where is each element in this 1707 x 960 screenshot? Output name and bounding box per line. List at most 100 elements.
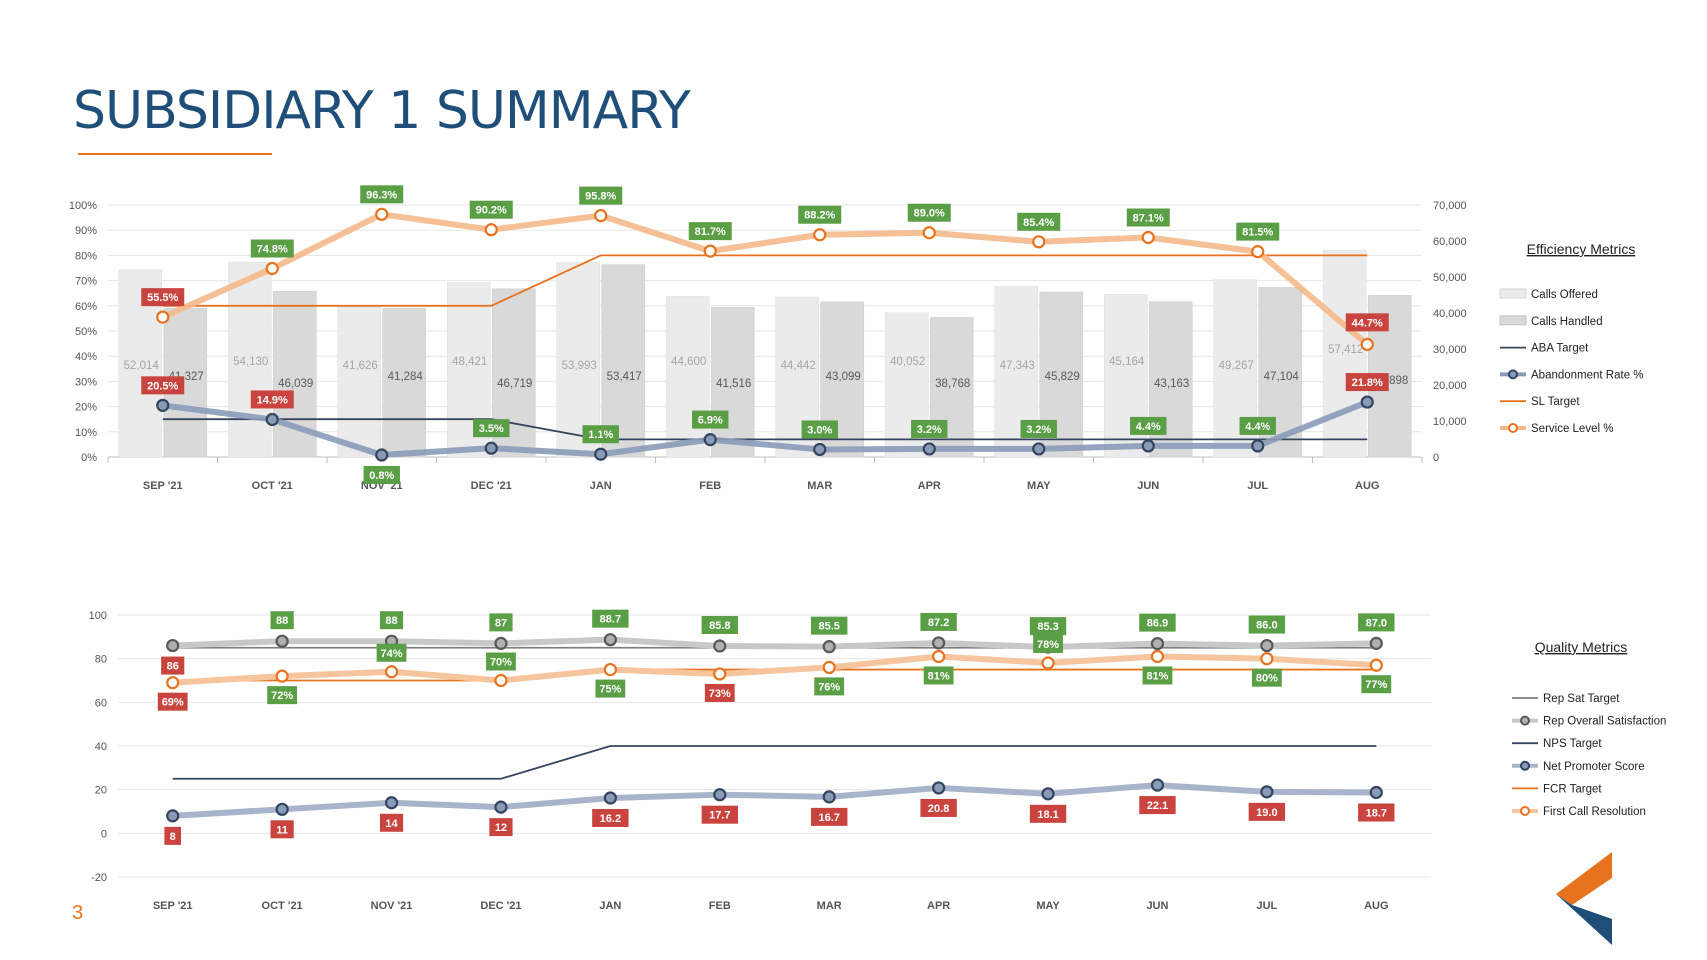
x-tick-label: FEB [699,480,721,492]
fcr-label-box [486,652,516,671]
fcr-label: 75% [595,679,626,698]
x-tick-label: JUN [1146,900,1168,912]
rep-satisfaction-label-text: 88 [276,615,288,627]
legend-marker [1508,369,1518,380]
service-level-label-text: 74.8% [257,244,288,256]
fcr-label-text: 74% [381,648,403,660]
calls-offered-label: 53,993 [562,360,597,372]
fcr-label-text: 69% [162,697,184,709]
rep-satisfaction-label-box [379,611,404,630]
nps-label-box [592,808,629,827]
nps-label: 18.7 [1358,803,1395,822]
rep-overall-satisfaction-point [822,640,836,654]
fcr-label-text: 78% [1037,639,1059,651]
calls-handled-label: 46,039 [278,378,313,390]
abandonment-rate-label: 3.5% [473,419,510,438]
net-promoter-score-point [822,790,836,804]
calls-offered-label: 57,412 [1328,344,1363,356]
x-tick-label: AUG [1364,900,1388,912]
rep-overall-satisfaction-line [172,636,1377,651]
rep-satisfaction-label: 85.8 [701,616,738,635]
abandonment-rate-point [1141,439,1155,453]
calls-handled-label: 43,163 [1154,378,1189,390]
service-level-point [1360,337,1374,351]
abandonment-rate-point [1251,439,1265,453]
abandonment-rate-label-box [801,420,838,439]
fcr-label-text: 81% [1146,670,1168,682]
nps-label: 22.1 [1139,796,1176,815]
first-call-resolution-point [1041,656,1055,670]
abandonment-rate-point [375,448,389,462]
rep-satisfaction-label-box [1358,613,1395,632]
x-tick-label: AUG [1355,480,1379,492]
nps-label-text: 8 [170,831,176,843]
nps-label-box [1139,796,1176,815]
x-tick-label: APR [927,900,950,912]
x-tick-label: DEC '21 [480,900,521,912]
x-tick-label: JAN [599,900,621,912]
abandonment-rate-label: 0.8% [363,465,400,484]
abandonment-rate-label-text: 4.4% [1136,421,1161,433]
x-tick-label: SEP '21 [143,480,183,492]
calls-offered-label: 49,267 [1219,360,1254,372]
page-title: SUBSIDIARY 1 SUMMARY [73,81,691,141]
fcr-label: 78% [1033,635,1063,654]
bar-calls-handled [382,308,427,458]
legend-label: FCR Target [1543,783,1602,795]
rep-satisfaction-label-box [161,656,185,675]
fcr-label-text: 75% [599,684,621,696]
legend-label: Calls Handled [1531,316,1603,328]
y-left-tick: 30% [75,376,97,388]
x-tick-label: NOV '21 [371,900,413,912]
y-tick: 80 [95,654,107,666]
rep-satisfaction-label: 86.0 [1248,615,1286,634]
service-level-label-box [360,185,404,204]
fcr-label-box [923,666,954,685]
calls-offered-label: 52,014 [124,360,160,372]
net-promoter-score-point [275,802,289,816]
efficiency-metrics-chart: 0% 10% 20% 30% 40% 50% 60% 70% 80% 90% 100% 0 10,000… [69,185,1644,492]
nps-label-text: 22.1 [1147,800,1168,812]
service-level-label: 88.2% [798,205,842,224]
calls-offered-label: 44,600 [671,356,706,368]
nps-label: 12 [489,818,513,837]
rep-satisfaction-label: 87.2 [920,612,957,631]
x-tick-label: MAR [807,480,832,492]
first-call-resolution-line [172,653,1377,686]
abandonment-rate-label: 3.2% [911,419,948,438]
y-tick: 0 [101,828,107,840]
legend-label: Net Promoter Score [1543,761,1645,773]
abandonment-rate-label-box [911,419,948,438]
abandonment-rate-label-text: 1.1% [588,429,613,441]
legend-item-nps-target: NPS Target [1512,738,1602,750]
service-level-label-text: 85.4% [1023,217,1054,229]
rep-satisfaction-label-text: 85.5 [818,621,839,633]
nps-label-box [811,807,848,826]
rep-satisfaction-label-text: 86 [167,661,179,673]
service-level-label: 89.0% [907,203,951,222]
service-level-point [594,208,608,223]
nps-label-box [920,798,957,817]
fcr-label: 72% [267,686,298,705]
y-tick: 40 [95,741,107,753]
abandonment-rate-label-text: 14.9% [257,394,288,406]
y-right-tick: 20,000 [1433,380,1467,392]
fcr-label-box [267,686,298,705]
fcr-label-box [704,683,735,702]
abandonment-rate-point [1032,442,1046,456]
rep-satisfaction-label: 85.5 [811,616,848,635]
nps-target-line [172,745,1377,780]
legend-label: Calls Offered [1531,289,1598,301]
bar-calls-offered [1322,250,1367,458]
nps-label: 18.1 [1029,804,1067,823]
abandonment-rate-label-text: 6.9% [698,415,723,427]
rep-satisfaction-label-text: 87.2 [928,617,949,629]
abandonment-rate-label-text: 3.5% [479,423,504,435]
service-level-label-text: 44.7% [1352,317,1383,329]
abandonment-rate-label-box [141,376,185,395]
service-level-point [922,226,936,240]
legend-item-first-call-resolution: First Call Resolution [1512,806,1646,818]
fcr-label-text: 73% [709,688,731,700]
fcr-label-text: 77% [1365,679,1387,691]
nps-label-text: 12 [495,822,507,834]
